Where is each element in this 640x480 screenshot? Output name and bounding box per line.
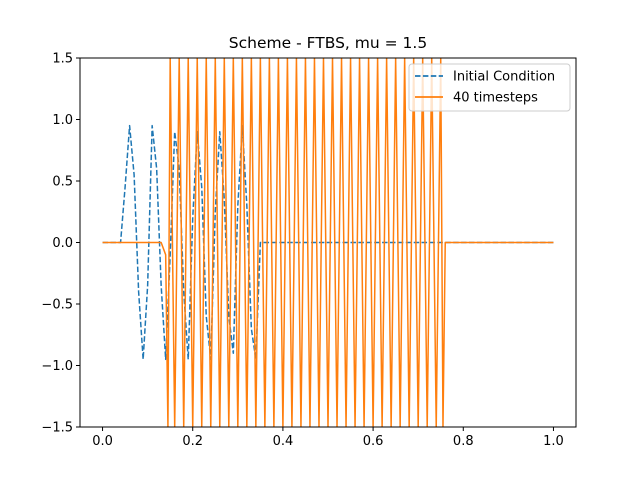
chart-title: Scheme - FTBS, mu = 1.5 [229, 34, 427, 52]
y-tick-label: −0.5 [41, 298, 73, 313]
x-tick-label: 0.0 [92, 434, 113, 449]
x-tick-label: 0.8 [453, 434, 474, 449]
y-tick-label: −1.5 [41, 421, 73, 436]
x-tick-label: 0.2 [182, 434, 203, 449]
legend-box [408, 63, 571, 112]
legend-label-initial-condition: Initial Condition [453, 70, 555, 85]
y-tick-label: 0.5 [52, 175, 73, 190]
y-axis: −1.5 −1.0 −0.5 0.0 0.5 1.0 1.5 [41, 52, 80, 436]
x-tick-label: 1.0 [543, 434, 564, 449]
series-line-40-timesteps [102, 58, 554, 427]
y-tick-label: −1.0 [41, 359, 73, 374]
series-layer [102, 58, 554, 427]
x-tick-label: 0.6 [363, 434, 384, 449]
x-axis: 0.0 0.2 0.4 0.6 0.8 1.0 [92, 427, 564, 449]
legend-label-40-timesteps: 40 timesteps [453, 91, 538, 106]
y-tick-label: 1.0 [52, 113, 73, 128]
y-tick-label: 1.5 [52, 52, 73, 67]
x-tick-label: 0.4 [273, 434, 294, 449]
legend: Initial Condition 40 timesteps [408, 63, 571, 112]
y-tick-label: 0.0 [52, 236, 73, 251]
